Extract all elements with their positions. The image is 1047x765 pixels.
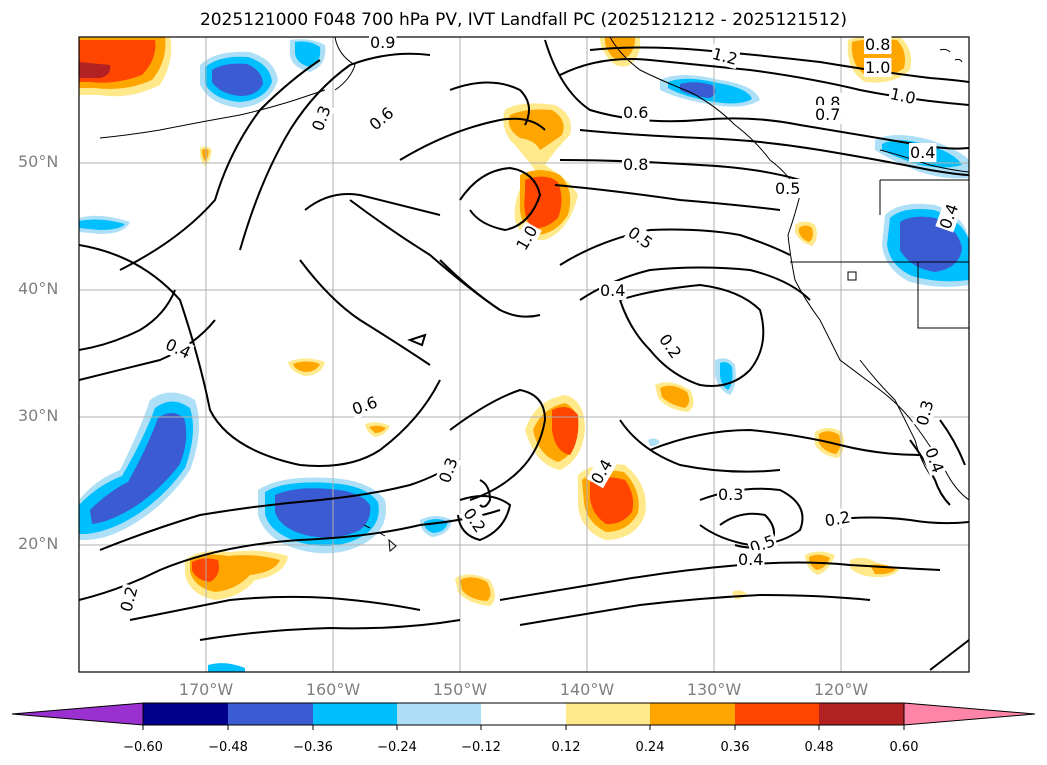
- contour-0.6: [119, 59, 321, 271]
- contour-label: 0.7: [815, 105, 840, 124]
- contour-label: 0.6: [623, 103, 648, 122]
- contour-label: 0.5: [775, 179, 800, 198]
- contour-label: 0.8: [623, 155, 648, 174]
- colorbar-box: [566, 703, 650, 725]
- contour-label: 0.8: [865, 35, 890, 54]
- contour-0.4-west: [79, 244, 441, 467]
- colorbar-box: [819, 703, 904, 725]
- lat-label: 20°N: [18, 534, 59, 553]
- colorbar-extend-high: [903, 702, 1036, 726]
- colorbar-box: [228, 703, 313, 725]
- colorbar-box: [143, 703, 228, 725]
- colorbar-box: [481, 703, 566, 725]
- lon-label: 130°W: [686, 680, 742, 699]
- page-title: 2025121000 F048 700 hPa PV, IVT Landfall…: [199, 10, 847, 30]
- colorbar-tick-label: −0.24: [377, 740, 417, 755]
- contour-label: 0.4: [910, 143, 935, 162]
- contour-label: 0.9: [370, 33, 395, 52]
- lat-label: 50°N: [18, 152, 59, 171]
- lon-label: 120°W: [813, 680, 869, 699]
- colorbar-box: [397, 703, 481, 725]
- plot-border: [78, 36, 970, 673]
- contour-label: 0.4: [738, 550, 763, 569]
- lat-label: 30°N: [18, 406, 59, 425]
- colorbar-tick-label: 0.60: [889, 740, 919, 755]
- contour-label: 0.2: [823, 507, 851, 530]
- coastlines: [99, 37, 969, 552]
- lon-label: 140°W: [559, 680, 615, 699]
- colorbar-tick-label: 0.48: [804, 740, 834, 755]
- colorbar-box: [313, 703, 397, 725]
- colorbar-tick-label: 0.12: [551, 740, 581, 755]
- colorbar: [11, 702, 1036, 730]
- map-plot-area: [79, 37, 969, 672]
- lon-label: 170°W: [178, 680, 234, 699]
- colorbar-tick-label: 0.36: [720, 740, 750, 755]
- colorbar-box: [735, 703, 819, 725]
- lat-label: 40°N: [18, 279, 59, 298]
- colorbar-tick-label: 0.24: [635, 740, 665, 755]
- contours: [79, 39, 969, 671]
- colorbar-box: [650, 703, 735, 725]
- contour-label: 0.3: [718, 485, 743, 504]
- contour-label: 0.4: [600, 281, 625, 300]
- lon-label: 150°W: [432, 680, 488, 699]
- colorbar-tick-label: −0.60: [123, 740, 163, 755]
- contour-label: 1.0: [888, 84, 917, 108]
- contour-label: 1.0: [865, 58, 890, 77]
- colorbar-extend-low: [11, 702, 144, 726]
- colorbar-tick-label: −0.36: [293, 740, 333, 755]
- colorbar-tick-label: −0.12: [461, 740, 501, 755]
- graticule: [79, 37, 969, 672]
- colorbar-tick-label: −0.48: [208, 740, 248, 755]
- lon-label: 160°W: [305, 680, 361, 699]
- contour-0.2-south: [79, 509, 501, 601]
